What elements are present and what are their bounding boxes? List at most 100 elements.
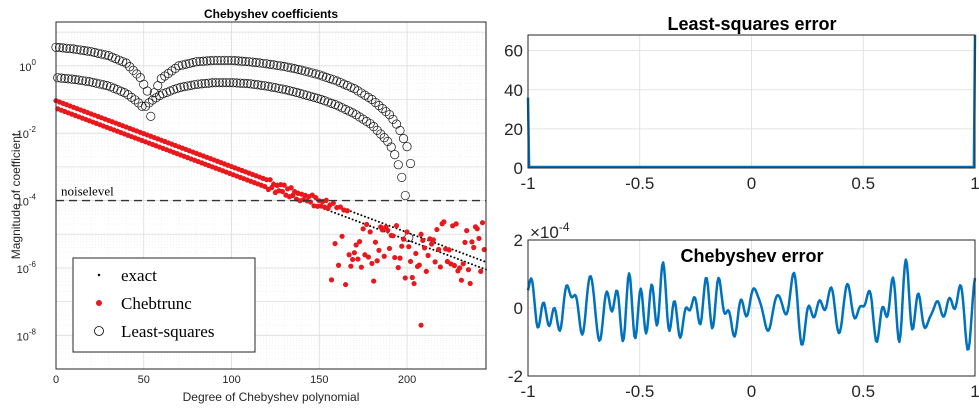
exact-point bbox=[451, 248, 454, 251]
chebtrunc-point bbox=[374, 258, 380, 264]
exact-point bbox=[453, 256, 456, 259]
least-squares-point bbox=[183, 81, 193, 91]
least-squares-point bbox=[53, 73, 63, 83]
least-squares-point bbox=[125, 62, 135, 72]
exact-point bbox=[351, 218, 354, 221]
least-squares-point bbox=[267, 82, 277, 92]
chebtrunc-point bbox=[337, 204, 343, 210]
coeff-xtick-label: 200 bbox=[398, 374, 416, 386]
legend-marker-chebtrunc bbox=[96, 300, 102, 306]
least-squares-point bbox=[67, 74, 77, 84]
least-squares-point bbox=[276, 61, 286, 71]
chebtrunc-point bbox=[411, 280, 417, 287]
exact-point bbox=[402, 230, 405, 233]
chebtrunc-point bbox=[379, 227, 386, 233]
exact-point bbox=[369, 225, 372, 228]
chebtrunc-point bbox=[436, 246, 442, 253]
least-squares-point bbox=[202, 56, 212, 66]
least-squares-point bbox=[228, 78, 238, 88]
least-squares-point bbox=[174, 61, 184, 71]
exact-point bbox=[388, 224, 391, 227]
least-squares-point bbox=[235, 78, 245, 88]
chebtrunc-point bbox=[478, 268, 484, 274]
coeff-title: Chebyshev coefficients bbox=[204, 7, 338, 21]
least-squares-point bbox=[63, 74, 73, 84]
least-squares-point bbox=[272, 60, 282, 70]
chebtrunc-point bbox=[413, 250, 419, 257]
exact-point bbox=[420, 236, 423, 239]
least-squares-point bbox=[83, 46, 93, 56]
least-squares-point bbox=[132, 69, 142, 79]
exact-point bbox=[472, 256, 475, 259]
chebtrunc-point bbox=[350, 256, 356, 263]
least-squares-point bbox=[405, 158, 416, 169]
exact-point bbox=[399, 228, 401, 231]
least-squares-point bbox=[244, 57, 254, 67]
least-squares-point bbox=[233, 56, 244, 66]
least-squares-point bbox=[74, 75, 84, 85]
least-squares-point bbox=[388, 114, 398, 124]
exact-point bbox=[416, 235, 419, 238]
chebtrunc-point bbox=[392, 254, 398, 261]
chebtrunc-point bbox=[453, 221, 459, 227]
least-squares-point bbox=[77, 76, 87, 86]
chebtrunc-point bbox=[346, 252, 352, 258]
least-squares-point bbox=[246, 79, 256, 89]
chebtrunc-point bbox=[365, 254, 372, 260]
least-squares-point bbox=[376, 129, 386, 139]
least-squares-point bbox=[81, 76, 91, 86]
exact-point bbox=[481, 267, 484, 270]
least-squares-point bbox=[283, 62, 293, 72]
least-squares-point bbox=[128, 65, 138, 75]
chebtrunc-point bbox=[434, 226, 440, 233]
chebyshev-error-panel: -1 -0.5 0 0.5 1 -2 0 2 Chebyshev error ×10-4 bbox=[508, 220, 979, 401]
least-squares-point bbox=[288, 87, 298, 97]
least-squares-point bbox=[100, 50, 110, 60]
ls-title: Least-squares error bbox=[667, 14, 836, 34]
ls-ytick-label: 60 bbox=[504, 42, 523, 61]
least-squares-point bbox=[290, 64, 300, 74]
chebtrunc-point bbox=[460, 261, 466, 267]
least-squares-point bbox=[400, 190, 410, 201]
chebtrunc-point bbox=[357, 238, 363, 245]
least-squares-point bbox=[232, 78, 242, 88]
least-squares-point bbox=[198, 56, 208, 66]
chebtrunc-point bbox=[425, 252, 431, 259]
chebtrunc-point bbox=[406, 244, 412, 250]
least-squares-point bbox=[241, 56, 251, 67]
chebtrunc-point bbox=[344, 208, 350, 214]
chebyshev-coefficients-panel: noiselevel 0 50 100 150 20010-810-610-410-21… bbox=[9, 7, 487, 404]
least-squares-point bbox=[284, 86, 294, 96]
least-squares-point bbox=[54, 43, 65, 53]
coeff-ytick-exponent: -4 bbox=[29, 193, 37, 202]
least-squares-point bbox=[316, 94, 326, 105]
exact-point bbox=[460, 259, 463, 262]
exact-point bbox=[344, 215, 347, 218]
exact-point bbox=[348, 217, 351, 220]
least-squares-point bbox=[248, 57, 258, 67]
exact-point bbox=[362, 222, 365, 225]
chebtrunc-point bbox=[420, 237, 426, 244]
cheb-xtick-label: -1 bbox=[520, 382, 535, 401]
exact-point bbox=[330, 210, 333, 213]
exact-point bbox=[462, 252, 465, 255]
least-squares-point bbox=[277, 84, 287, 94]
least-squares-point bbox=[214, 78, 224, 88]
exact-point bbox=[456, 257, 459, 260]
least-squares-point bbox=[191, 57, 201, 67]
least-squares-point bbox=[72, 44, 82, 55]
least-squares-point bbox=[367, 94, 377, 105]
exact-point bbox=[367, 216, 370, 219]
chebtrunc-point bbox=[418, 231, 424, 237]
least-squares-point bbox=[304, 67, 314, 77]
exact-point bbox=[413, 234, 416, 237]
least-squares-point bbox=[126, 92, 137, 102]
least-squares-point bbox=[91, 78, 101, 88]
least-squares-point bbox=[251, 58, 261, 68]
least-squares-point bbox=[274, 83, 284, 93]
exact-point bbox=[353, 211, 356, 214]
chebtrunc-point bbox=[323, 197, 329, 203]
least-squares-point bbox=[325, 73, 335, 84]
least-squares-point bbox=[265, 59, 275, 69]
exact-point bbox=[372, 226, 375, 229]
